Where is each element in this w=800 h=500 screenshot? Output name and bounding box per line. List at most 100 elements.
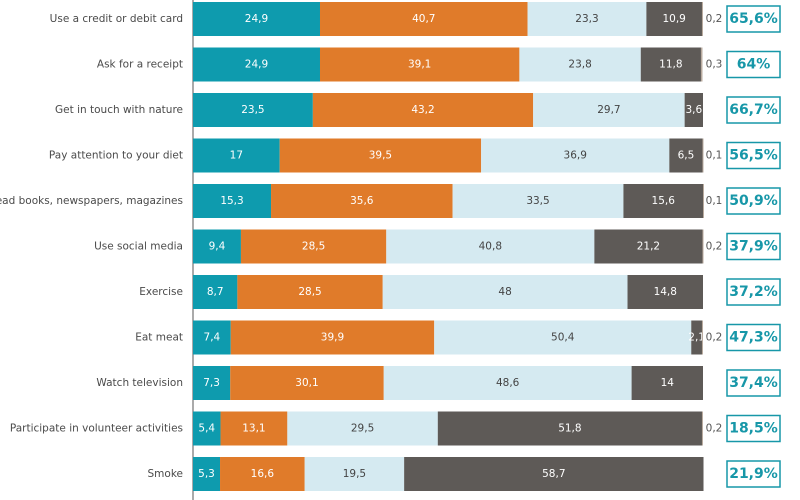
bar-segment	[646, 2, 702, 36]
bar-segment	[527, 2, 647, 36]
value-label: 28,5	[302, 241, 325, 253]
bar-segment	[193, 457, 221, 491]
category-label: Ask for a receipt	[97, 59, 183, 71]
total-box	[726, 141, 781, 170]
bar-segment	[703, 184, 704, 218]
total-label: 64%	[737, 57, 771, 73]
bar-segment	[193, 320, 231, 355]
value-label: 39,5	[369, 150, 392, 162]
bar-segment	[304, 457, 405, 491]
total-box	[726, 5, 781, 33]
total-label: 65,6%	[729, 11, 778, 27]
bar-segment	[691, 320, 702, 355]
total-label: 50,9%	[729, 193, 778, 209]
total-box	[726, 50, 781, 79]
value-label: 39,1	[408, 59, 431, 71]
bar-segment	[434, 320, 692, 355]
value-label: 48	[498, 286, 511, 298]
category-label: Eat meat	[135, 332, 183, 344]
value-label: 43,2	[411, 104, 434, 116]
value-label: 0,2	[706, 241, 723, 253]
value-label: 0,1	[706, 195, 723, 207]
total-box	[726, 96, 781, 124]
value-label: 0,2	[706, 13, 723, 25]
category-label: Watch television	[96, 377, 183, 389]
category-label: Smoke	[148, 468, 183, 480]
value-label: 15,3	[220, 195, 243, 207]
bar-segment	[631, 366, 703, 400]
value-label: 50,4	[551, 332, 575, 344]
bar-segment	[701, 411, 703, 446]
value-label: 10,9	[662, 13, 685, 25]
value-label: 40,8	[479, 241, 502, 253]
value-label: 28,5	[298, 286, 321, 298]
value-label: 30,1	[295, 377, 318, 389]
bar-segment	[669, 138, 703, 173]
bar-segment	[230, 320, 435, 355]
category-label: Read books, newspapers, magazines	[0, 195, 183, 207]
bar-segment	[383, 366, 632, 400]
value-label: 35,6	[350, 195, 374, 207]
bar-segment	[193, 229, 241, 264]
value-label: 29,7	[597, 104, 620, 116]
category-label: Use social media	[94, 241, 183, 253]
bar-segment	[386, 229, 595, 264]
total-label: 37,9%	[729, 239, 778, 255]
value-label: 0,1	[706, 150, 723, 162]
bar-segment	[279, 138, 482, 173]
value-label: 0,3	[706, 59, 723, 71]
bar-segment	[193, 275, 238, 309]
bar-segment	[684, 93, 703, 127]
value-label: 24,9	[245, 59, 268, 71]
value-label: 39,9	[321, 332, 344, 344]
bar-segment	[319, 2, 528, 36]
total-label: 37,2%	[729, 284, 778, 300]
bar-segment	[481, 138, 670, 173]
total-label: 21,9%	[729, 466, 778, 482]
bar-segment	[701, 2, 703, 36]
value-label: 40,7	[412, 13, 435, 25]
value-label: 2,1	[688, 332, 705, 344]
bar-segment	[640, 47, 701, 82]
category-label: Participate in volunteer activities	[10, 423, 183, 435]
value-label: 14,8	[654, 286, 677, 298]
bar-segment	[271, 184, 453, 218]
value-label: 33,5	[526, 195, 549, 207]
bar-segment	[193, 411, 221, 446]
bar-segment	[319, 47, 520, 82]
value-label: 7,3	[203, 377, 220, 389]
value-label: 15,6	[652, 195, 676, 207]
value-label: 21,2	[637, 241, 660, 253]
bar-segment	[237, 275, 383, 309]
bar-segment	[193, 366, 231, 400]
category-label: Exercise	[139, 286, 183, 298]
value-label: 7,4	[204, 332, 221, 344]
bar-segment	[702, 229, 704, 264]
category-label: Pay attention to your diet	[49, 150, 183, 162]
value-label: 0,2	[706, 423, 723, 435]
value-label: 51,8	[558, 423, 581, 435]
value-label: 13,1	[242, 423, 265, 435]
bar-segment	[193, 184, 272, 218]
total-box	[726, 369, 781, 397]
bar-segment	[701, 320, 703, 355]
bar-segment	[452, 184, 624, 218]
bar-segment	[312, 93, 534, 127]
total-box	[726, 232, 781, 261]
bar-segment	[240, 229, 387, 264]
value-label: 19,5	[343, 468, 366, 480]
bar-segment	[700, 47, 703, 82]
bar-segment	[533, 93, 685, 127]
bar-segment	[287, 411, 438, 446]
bar-segment	[702, 138, 704, 173]
value-label: 11,8	[659, 59, 682, 71]
bar-segment	[404, 457, 704, 491]
bar-segment	[220, 411, 288, 446]
total-box	[726, 414, 781, 443]
bar-segment	[193, 93, 313, 127]
value-label: 5,3	[198, 468, 215, 480]
value-label: 9,4	[209, 241, 226, 253]
bar-segment	[382, 275, 628, 309]
total-box	[726, 278, 781, 306]
